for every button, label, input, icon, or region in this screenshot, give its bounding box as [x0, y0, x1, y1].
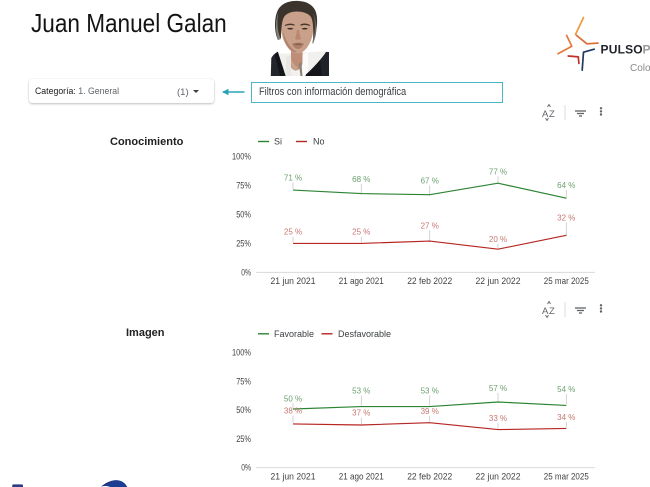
- svg-text:21 jun 2021: 21 jun 2021: [271, 471, 316, 481]
- svg-text:0%: 0%: [241, 463, 251, 473]
- svg-text:A: A: [542, 109, 549, 120]
- svg-text:22 feb 2022: 22 feb 2022: [407, 276, 452, 286]
- svg-text:25 %: 25 %: [284, 228, 302, 237]
- svg-text:25 mar 2025: 25 mar 2025: [544, 276, 589, 286]
- svg-text:34 %: 34 %: [557, 413, 575, 422]
- svg-text:39 %: 39 %: [421, 407, 439, 416]
- svg-text:32 %: 32 %: [557, 214, 575, 223]
- svg-text:64 %: 64 %: [557, 181, 575, 190]
- svg-text:Favorable: Favorable: [274, 329, 314, 339]
- svg-text:25%: 25%: [236, 434, 251, 444]
- svg-text:75%: 75%: [236, 181, 251, 191]
- svg-text:100%: 100%: [232, 152, 251, 162]
- svg-text:A: A: [542, 306, 549, 317]
- svg-text:22 jun 2022: 22 jun 2022: [476, 471, 521, 481]
- svg-text:67 %: 67 %: [421, 177, 439, 186]
- svg-text:53 %: 53 %: [352, 387, 370, 396]
- svg-text:25 mar 2025: 25 mar 2025: [544, 471, 589, 481]
- svg-text:21 ago 2021: 21 ago 2021: [339, 276, 384, 286]
- svg-text:No: No: [313, 137, 325, 147]
- svg-text:20 %: 20 %: [489, 235, 507, 244]
- svg-text:25%: 25%: [236, 238, 251, 248]
- svg-text:57 %: 57 %: [489, 384, 507, 393]
- svg-text:54 %: 54 %: [557, 385, 575, 394]
- svg-text:Z: Z: [549, 306, 555, 317]
- svg-text:PULSO: PULSO: [601, 42, 643, 56]
- svg-text:50%: 50%: [236, 405, 251, 415]
- svg-text:50%: 50%: [236, 210, 251, 220]
- svg-text:68 %: 68 %: [352, 175, 370, 184]
- svg-text:22 feb 2022: 22 feb 2022: [407, 471, 452, 481]
- svg-text:21 ago 2021: 21 ago 2021: [339, 471, 384, 481]
- svg-text:22 jun 2022: 22 jun 2022: [476, 276, 521, 286]
- svg-text:0%: 0%: [241, 267, 251, 277]
- svg-text:50 %: 50 %: [284, 394, 302, 403]
- svg-text:P: P: [643, 42, 650, 56]
- svg-text:Desfavorable: Desfavorable: [338, 329, 391, 339]
- svg-text:37 %: 37 %: [352, 409, 370, 418]
- svg-text:75%: 75%: [236, 376, 251, 386]
- svg-text:33 %: 33 %: [489, 414, 507, 423]
- svg-text:27 %: 27 %: [421, 222, 439, 231]
- svg-text:Colom: Colom: [630, 63, 650, 74]
- svg-text:100%: 100%: [232, 348, 251, 358]
- svg-text:77 %: 77 %: [489, 167, 507, 176]
- svg-text:Si: Si: [274, 137, 282, 147]
- svg-text:Z: Z: [549, 109, 555, 120]
- svg-text:71 %: 71 %: [284, 174, 302, 183]
- svg-text:21 jun 2021: 21 jun 2021: [271, 276, 316, 286]
- svg-text:25 %: 25 %: [352, 228, 370, 237]
- svg-text:53 %: 53 %: [421, 387, 439, 396]
- svg-text:38 %: 38 %: [284, 407, 302, 416]
